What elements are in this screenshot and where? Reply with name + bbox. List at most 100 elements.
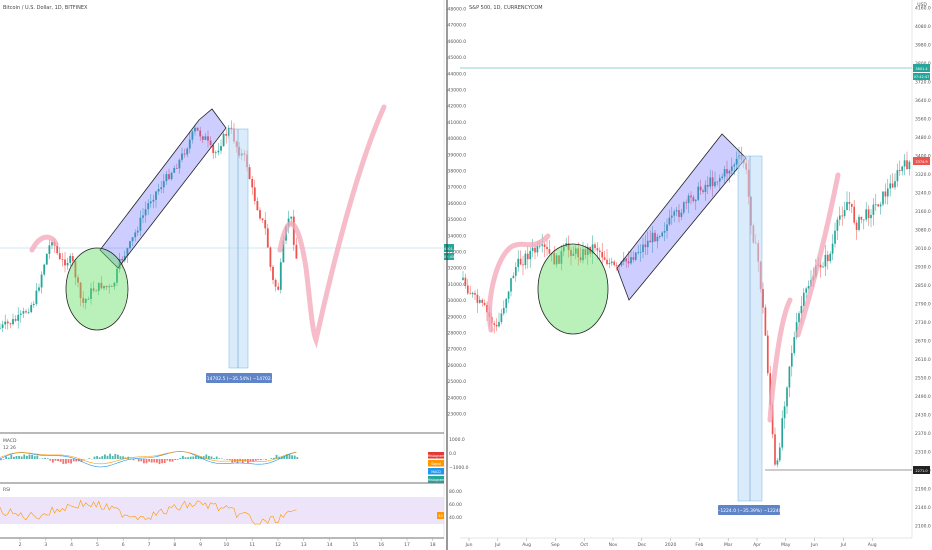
macd-histogram-bar — [158, 459, 161, 465]
right-candle-body — [606, 259, 608, 265]
left-candle-body — [56, 245, 59, 254]
right-candle-body — [591, 244, 594, 254]
right-candle-body — [546, 247, 548, 250]
macd-histogram-bar — [2, 459, 5, 460]
left-candle-body — [147, 203, 150, 210]
left-candle-body — [212, 144, 215, 154]
right-candle-body — [582, 249, 584, 261]
macd-histogram-bar — [150, 459, 153, 463]
macd-histogram-bar — [62, 459, 65, 464]
left-date-axis: 2 3 4 5 6 7 8 9 10 11 12 13 14 15 16 17 18 — [19, 538, 436, 548]
right-candle-body — [829, 253, 832, 262]
right-price-tick: 2190.0 — [915, 487, 931, 493]
left-price-tick: 27000.0 — [448, 347, 467, 353]
right-candle-body — [790, 353, 793, 367]
macd-histogram-bar — [182, 455, 184, 459]
right-candle-body — [572, 253, 575, 256]
right-candle-body — [891, 183, 894, 188]
right-candle-body — [675, 210, 678, 212]
left-candle-body — [178, 159, 181, 169]
left-candle-body — [217, 150, 220, 153]
macd-histogram-bar — [111, 455, 114, 459]
right-date-tick-label: Oct — [580, 542, 588, 548]
left-candle-body — [259, 210, 261, 219]
right-candle-body — [822, 266, 824, 268]
macd-histogram-bar — [176, 459, 179, 460]
macd-histogram-bar — [169, 459, 171, 462]
right-candle-body — [598, 250, 601, 253]
left-candle-body — [248, 167, 251, 179]
left-candle-body — [43, 264, 46, 275]
right-candle-body — [543, 244, 546, 248]
macd-histogram-bar — [20, 456, 23, 459]
right-level-label-2: 07:42:47 — [914, 75, 930, 79]
left-candle-body — [160, 187, 163, 190]
left-candle-body — [105, 285, 108, 288]
right-candle-body — [610, 261, 613, 264]
macd-histogram-bar — [26, 455, 28, 459]
macd-histogram-bar — [93, 456, 96, 459]
left-candle-body — [19, 313, 22, 315]
macd-histogram-bar — [244, 459, 247, 462]
rsi-line — [0, 499, 297, 525]
left-candle-body — [186, 148, 189, 155]
left-candle-body — [87, 298, 90, 300]
left-candle-body — [30, 304, 33, 313]
right-price-tick: 3400.0 — [915, 154, 931, 160]
macd-histogram-bar — [130, 458, 132, 459]
macd-indicator — [0, 451, 299, 468]
right-candle-body — [481, 299, 484, 303]
left-price-tick: 38000.0 — [448, 169, 467, 175]
right-candle-body — [723, 169, 726, 177]
macd-histogram-bar — [205, 454, 208, 459]
right-currency-label: USD — [917, 2, 927, 8]
left-candle-body — [295, 244, 298, 259]
macd-signal-line — [0, 451, 297, 465]
left-candle-body — [207, 136, 209, 141]
right-candle-body — [570, 250, 572, 256]
left-candle-body — [27, 312, 30, 313]
macd-histogram-bar — [228, 459, 231, 460]
left-uptrend-channel — [99, 108, 227, 269]
macd-histogram-bar — [226, 459, 228, 460]
right-candle-body — [819, 264, 822, 268]
right-candle-body — [469, 293, 472, 295]
macd-histogram-bar — [104, 454, 106, 459]
macd-histogram-bar — [210, 456, 213, 459]
macd-histogram-bar — [59, 459, 62, 462]
right-candle-body — [709, 177, 712, 187]
macd-histogram-bar — [7, 457, 10, 459]
left-date-tick-label: 8 — [173, 542, 176, 548]
right-candle-body — [903, 160, 906, 167]
right-candle-body — [906, 160, 908, 170]
right-candle-body — [505, 298, 508, 308]
left-candle-body — [90, 288, 92, 299]
right-price-tick: 3010.0 — [915, 246, 931, 252]
macd-histogram-bar — [0, 459, 2, 461]
right-candle-body — [826, 254, 829, 262]
left-price-tick: 35000.0 — [448, 217, 467, 223]
right-candle-body — [589, 246, 592, 254]
left-price-tick: 31000.0 — [448, 282, 467, 288]
right-price-tick: 2930.0 — [915, 265, 931, 271]
macd-histogram-bar — [265, 459, 267, 460]
right-candle-body — [687, 195, 690, 203]
left-date-tick-label: 4 — [70, 542, 73, 548]
left-candle-body — [191, 131, 194, 140]
macd-badge-label: MACD — [431, 470, 441, 474]
right-candle-body — [872, 204, 875, 215]
right-price-tick: 3560.0 — [915, 117, 931, 123]
right-candle-body — [901, 166, 904, 171]
rsi-indicator — [0, 499, 297, 525]
left-candle-body — [214, 152, 217, 154]
right-candle-body — [608, 263, 611, 265]
right-candle-body — [690, 195, 692, 198]
left-candle-body — [279, 262, 282, 290]
left-price-tick: 32000.0 — [448, 266, 467, 272]
left-price-tick: 28000.0 — [448, 331, 467, 337]
right-candle-body — [666, 224, 668, 232]
left-candle-body — [196, 127, 199, 131]
right-candle-body — [788, 366, 791, 388]
left-candle-body — [110, 286, 113, 287]
right-candle-body — [855, 222, 858, 230]
